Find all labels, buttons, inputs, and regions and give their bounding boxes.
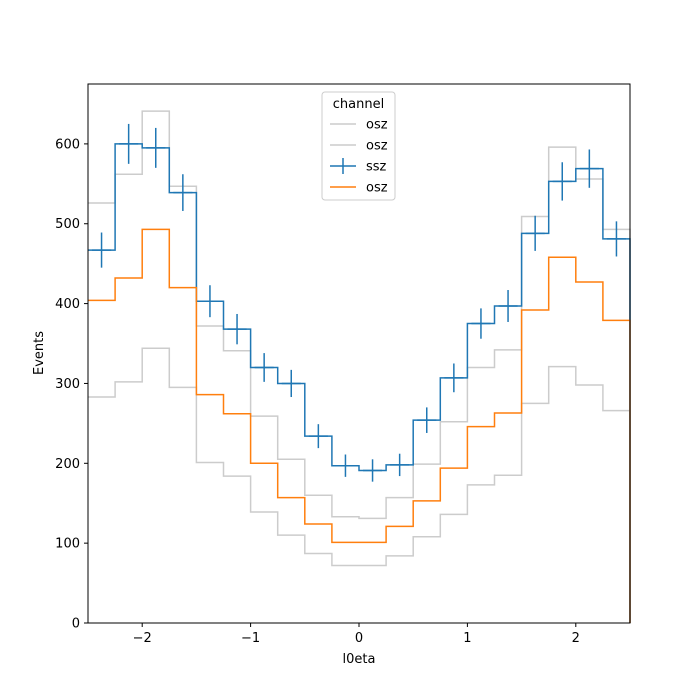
legend-box	[321, 91, 396, 201]
y-axis-label: Events	[32, 331, 47, 375]
legend-title: channel	[333, 97, 384, 112]
legend-item: osz	[330, 118, 388, 133]
legend-label: osz	[366, 181, 388, 196]
y-tick-label: 600	[55, 137, 80, 152]
y-tick-label: 500	[55, 217, 80, 232]
x-axis-ticks: −2 −1 0 1 2	[133, 623, 580, 646]
series-2-ssz	[88, 123, 631, 623]
series-1-step-line	[88, 347, 631, 623]
y-axis-ticks: 0 100 200 300 400 500 600	[55, 137, 88, 632]
x-tick-label: −2	[133, 631, 152, 646]
x-axis-label: l0eta	[343, 652, 376, 667]
series-3-step-line	[88, 228, 631, 623]
x-tick-label: 1	[463, 631, 471, 646]
legend-label: ssz	[366, 160, 387, 175]
series-1-osz	[88, 347, 631, 623]
y-tick-label: 100	[55, 537, 80, 552]
legend-item: osz	[330, 139, 388, 154]
x-tick-label: −1	[241, 631, 260, 646]
x-tick-label: 0	[355, 631, 363, 646]
series-layer	[88, 110, 631, 623]
y-tick-label: 200	[55, 457, 80, 472]
y-tick-label: 0	[72, 617, 80, 632]
y-tick-label: 300	[55, 377, 80, 392]
legend-label: osz	[366, 118, 388, 133]
x-tick-label: 2	[572, 631, 580, 646]
legend-item: ssz	[330, 158, 387, 175]
legend: channel osz osz ssz osz	[321, 91, 396, 201]
y-tick-label: 400	[55, 297, 80, 312]
series-3-osz	[88, 228, 631, 623]
legend-item: osz	[330, 181, 388, 196]
legend-label: osz	[366, 139, 388, 154]
